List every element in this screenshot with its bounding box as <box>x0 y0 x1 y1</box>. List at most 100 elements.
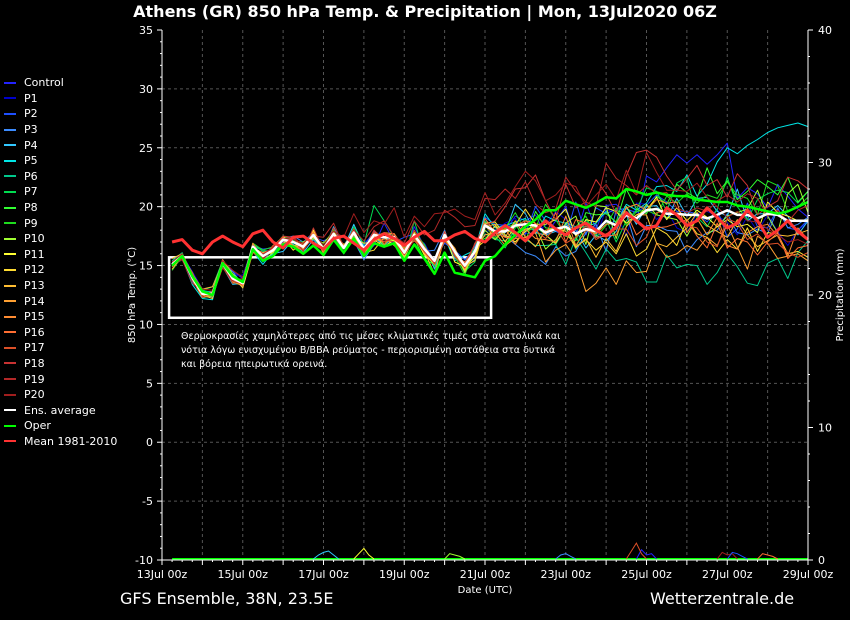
y-tick-label: -10 <box>135 554 153 567</box>
legend-item: P4 <box>4 137 117 153</box>
precipitation-series <box>172 542 808 560</box>
chart-title: Athens (GR) 850 hPa Temp. & Precipitatio… <box>133 2 717 21</box>
legend-item: P11 <box>4 247 117 263</box>
x-tick-label: 13Jul 00z <box>137 568 188 581</box>
y-tick-label: 15 <box>139 260 153 273</box>
x-tick-label: 15Jul 00z <box>217 568 268 581</box>
legend-label: P20 <box>24 388 45 402</box>
legend-item: P5 <box>4 153 117 169</box>
legend-swatch <box>4 378 16 381</box>
legend-label: P1 <box>24 91 38 105</box>
y-axis-label: 850 hPa Temp. (°C) <box>127 247 138 343</box>
legend-item: P17 <box>4 340 117 356</box>
legend-swatch <box>4 175 16 178</box>
legend-item: P7 <box>4 184 117 200</box>
precip-line-p17 <box>625 542 647 560</box>
legend-label: P10 <box>24 232 45 246</box>
series-line-p19 <box>171 162 809 297</box>
source-credit: Wetterzentrale.de <box>650 589 795 608</box>
legend-item: P8 <box>4 200 117 216</box>
precip-line-p4 <box>313 550 339 560</box>
legend-swatch <box>4 331 16 334</box>
legend-swatch <box>4 284 16 287</box>
legend-swatch <box>4 362 16 365</box>
legend-item: P2 <box>4 106 117 122</box>
legend-item: P13 <box>4 278 117 294</box>
model-info: GFS Ensemble, 38N, 23.5E <box>120 589 334 608</box>
y-tick-label: 30 <box>139 83 153 96</box>
y-tick-label: 5 <box>146 377 153 390</box>
x-tick-label: 21Jul 00z <box>460 568 511 581</box>
series-line-mean-1981-2010 <box>171 206 809 256</box>
legend-label: P2 <box>24 107 38 121</box>
legend-item: P3 <box>4 122 117 138</box>
legend-item: Oper <box>4 418 117 434</box>
y2-tick-label: 30 <box>818 157 832 170</box>
precip-line-p20 <box>716 551 738 560</box>
legend-swatch <box>4 315 16 318</box>
precip-line-p3 <box>555 553 577 560</box>
legend-swatch <box>4 222 16 225</box>
y-tick-label: -5 <box>142 495 153 508</box>
precip-line-p11 <box>353 547 375 560</box>
legend-item: P10 <box>4 231 117 247</box>
x-axis-label: Date (UTC) <box>458 585 513 596</box>
legend-label: Oper <box>24 419 51 433</box>
legend-item: P18 <box>4 356 117 372</box>
legend-swatch <box>4 253 16 256</box>
precip-line-p2 <box>726 551 748 560</box>
legend-item: P16 <box>4 325 117 341</box>
legend-item: Ens. average <box>4 402 117 418</box>
annotation-text-line: νότια λόγω ενισχυμένου Β/ΒΒΑ ρεύματος - … <box>181 345 555 356</box>
legend-swatch <box>4 424 16 427</box>
legend-label: Ens. average <box>24 403 96 417</box>
annotation-text-line: Θερμοκρασίες χαμηλότερες από τις μέσες κ… <box>181 331 560 342</box>
legend-item: P19 <box>4 371 117 387</box>
legend-label: P16 <box>24 325 45 339</box>
y-tick-label: 25 <box>139 142 153 155</box>
x-tick-label: 29Jul 00z <box>783 568 834 581</box>
legend-label: P4 <box>24 138 38 152</box>
y2-tick-label: 20 <box>818 289 832 302</box>
x-tick-label: 25Jul 00z <box>621 568 672 581</box>
legend-label: P8 <box>24 201 38 215</box>
legend-label: P11 <box>24 247 45 261</box>
legend-label: P6 <box>24 169 38 183</box>
series-line-oper <box>171 187 809 297</box>
y-tick-label: 20 <box>139 201 153 214</box>
legend-swatch <box>4 128 16 131</box>
legend-item: P1 <box>4 91 117 107</box>
legend-item: P20 <box>4 387 117 403</box>
legend-swatch <box>4 237 16 240</box>
legend-swatch <box>4 159 16 162</box>
legend-label: P7 <box>24 185 38 199</box>
precip-line-p16 <box>757 553 778 560</box>
y2-tick-label: 0 <box>818 554 825 567</box>
x-tick-label: 17Jul 00z <box>298 568 349 581</box>
legend-label: P17 <box>24 341 45 355</box>
legend-swatch <box>4 112 16 115</box>
annotation-rectangle <box>167 256 493 320</box>
x-tick-label: 23Jul 00z <box>540 568 591 581</box>
legend-swatch <box>4 81 16 84</box>
legend-label: P13 <box>24 279 45 293</box>
y-tick-label: 35 <box>139 24 153 37</box>
y-tick-label: 0 <box>146 436 153 449</box>
legend-item: P14 <box>4 293 117 309</box>
legend-item: Mean 1981-2010 <box>4 434 117 450</box>
grid <box>162 30 808 560</box>
legend-swatch <box>4 440 16 443</box>
x-tick-label: 19Jul 00z <box>379 568 430 581</box>
legend-swatch <box>4 300 16 303</box>
legend-label: P18 <box>24 356 45 370</box>
legend-swatch <box>4 268 16 271</box>
legend-swatch <box>4 206 16 209</box>
legend-label: P5 <box>24 154 38 168</box>
legend-swatch <box>4 409 16 412</box>
legend-swatch <box>4 190 16 193</box>
annotation-text-line: και βόρεια ηπειρωτικά ορεινά. <box>181 359 327 370</box>
legend-item: Control <box>4 75 117 91</box>
legend-label: P9 <box>24 216 38 230</box>
axes: -10 -5 0 5 10 15 20 25 30 35 0 10 20 30 40 13Jul 00z 15J… <box>127 24 846 596</box>
